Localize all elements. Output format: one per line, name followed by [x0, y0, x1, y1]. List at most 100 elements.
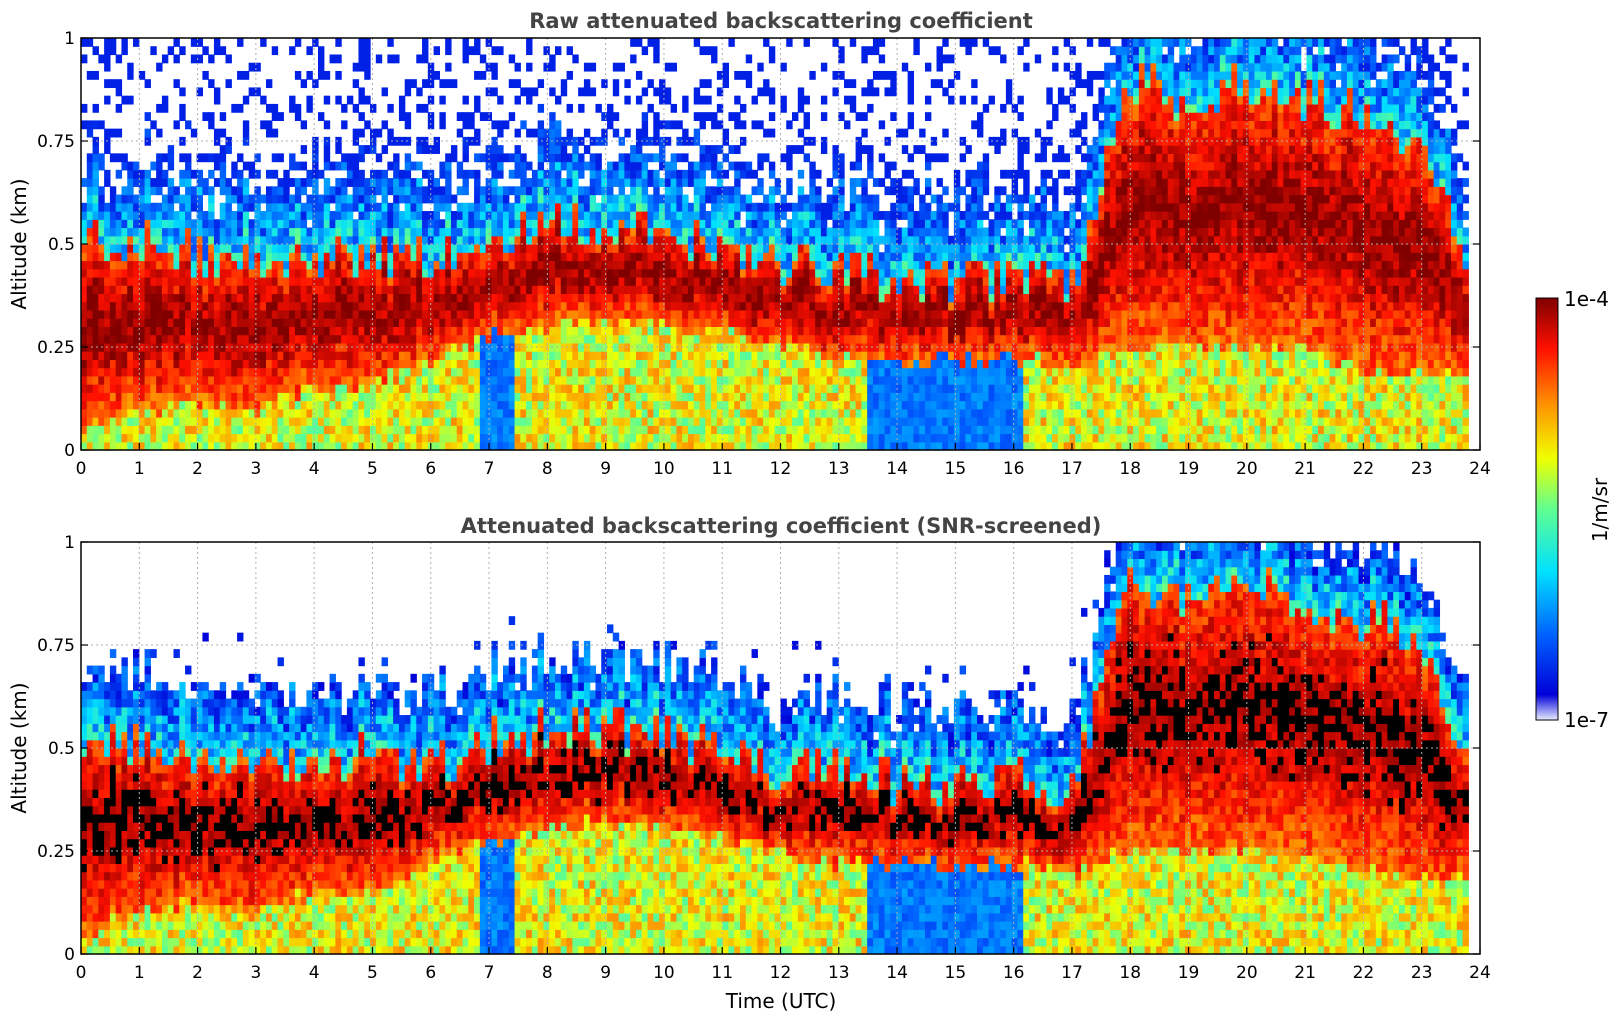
- heatmap-cell: [433, 417, 440, 426]
- heatmap-cell: [786, 161, 793, 171]
- heatmap-cell: [653, 235, 660, 245]
- heatmap-cell: [618, 285, 625, 295]
- heatmap-cell: [508, 367, 516, 377]
- heatmap-cell: [115, 235, 123, 245]
- heatmap-cell: [653, 309, 660, 319]
- heatmap-cell: [462, 169, 469, 179]
- heatmap-cell: [508, 392, 516, 402]
- heatmap-cell: [514, 128, 521, 138]
- heatmap-cell: [826, 301, 834, 311]
- heatmap-cell: [739, 417, 747, 426]
- heatmap-cell: [462, 359, 469, 369]
- heatmap-cell: [647, 309, 654, 319]
- heatmap-cell: [734, 202, 741, 212]
- heatmap-cell: [219, 367, 227, 377]
- heatmap-cell: [190, 318, 198, 327]
- heatmap-cell: [757, 400, 764, 410]
- heatmap-cell: [676, 293, 683, 303]
- heatmap-cell: [289, 309, 296, 319]
- heatmap-cell: [601, 433, 608, 443]
- heatmap-cell: [601, 334, 608, 344]
- heatmap-cell: [572, 219, 579, 229]
- heatmap-cell: [381, 301, 388, 311]
- heatmap-cell: [624, 235, 631, 245]
- heatmap-cell: [722, 408, 730, 418]
- heatmap-cell: [572, 326, 579, 336]
- heatmap-cell: [809, 194, 816, 204]
- heatmap-cell: [254, 441, 261, 451]
- heatmap-cell: [231, 441, 238, 451]
- heatmap-cell: [364, 145, 371, 154]
- heatmap-cell: [618, 219, 625, 229]
- heatmap-cell: [294, 425, 302, 435]
- heatmap-cell: [115, 128, 123, 138]
- heatmap-cell: [231, 219, 238, 229]
- heatmap-cell: [693, 334, 701, 344]
- heatmap-cell: [283, 276, 290, 286]
- heatmap-cell: [156, 219, 163, 229]
- heatmap-cell: [213, 433, 221, 443]
- heatmap-cell: [838, 417, 845, 426]
- heatmap-cell: [774, 211, 782, 220]
- heatmap-cell: [358, 46, 365, 56]
- heatmap-cell: [693, 202, 701, 212]
- heatmap-cell: [635, 128, 643, 138]
- heatmap-cell: [820, 400, 828, 410]
- heatmap-cell: [757, 408, 764, 418]
- heatmap-cell: [294, 211, 302, 220]
- heatmap-cell: [323, 285, 331, 295]
- heatmap-cell: [242, 301, 250, 311]
- heatmap-cell: [780, 417, 787, 426]
- heatmap-cell: [358, 62, 365, 72]
- heatmap-cell: [566, 425, 573, 435]
- heatmap-cell: [676, 400, 683, 410]
- heatmap-cell: [595, 136, 602, 146]
- heatmap-cell: [104, 276, 111, 286]
- heatmap-cell: [474, 400, 481, 410]
- heatmap-cell: [213, 375, 221, 385]
- heatmap-cell: [265, 425, 273, 435]
- heatmap-cell: [745, 211, 753, 220]
- heatmap-cell: [370, 186, 377, 196]
- heatmap-cell: [381, 318, 388, 327]
- heatmap-cell: [133, 194, 140, 204]
- heatmap-cell: [121, 252, 128, 262]
- heatmap-cell: [283, 384, 290, 393]
- heatmap-cell: [179, 334, 186, 344]
- heatmap-cell: [682, 342, 689, 352]
- heatmap-cell: [543, 194, 550, 204]
- heatmap-cell: [745, 235, 753, 245]
- heatmap-cell: [497, 301, 504, 311]
- heatmap-cell: [699, 145, 706, 154]
- heatmap-cell: [86, 326, 94, 336]
- heatmap-cell: [161, 417, 169, 426]
- heatmap-cell: [797, 95, 805, 105]
- heatmap-cell: [462, 276, 469, 286]
- heatmap-cell: [595, 309, 602, 319]
- heatmap-cell: [439, 112, 446, 121]
- heatmap-cell: [335, 202, 342, 212]
- heatmap-cell: [757, 120, 764, 130]
- heatmap-cell: [468, 400, 475, 410]
- heatmap-cell: [208, 417, 215, 426]
- heatmap-cell: [815, 417, 822, 426]
- heatmap-cell: [560, 186, 568, 196]
- heatmap-cell: [306, 235, 313, 245]
- heatmap-cell: [659, 400, 666, 410]
- heatmap-cell: [809, 252, 816, 262]
- heatmap-cell: [711, 392, 718, 402]
- heatmap-cell: [578, 276, 585, 286]
- heatmap-cell: [318, 244, 325, 253]
- heatmap-cell: [445, 293, 452, 303]
- heatmap-cell: [693, 359, 701, 369]
- heatmap-cell: [826, 260, 834, 270]
- heatmap-cell: [502, 408, 510, 418]
- heatmap-cell: [341, 425, 348, 435]
- heatmap-cell: [601, 211, 608, 220]
- heatmap-cell: [572, 433, 579, 443]
- heatmap-cell: [468, 408, 475, 418]
- heatmap-cell: [815, 384, 822, 393]
- heatmap-cell: [630, 153, 637, 163]
- heatmap-cell: [653, 54, 660, 64]
- heatmap-cell: [167, 145, 175, 154]
